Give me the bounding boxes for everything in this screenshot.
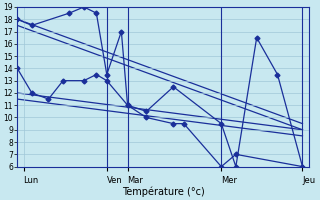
X-axis label: Température (°c): Température (°c) [122, 186, 204, 197]
